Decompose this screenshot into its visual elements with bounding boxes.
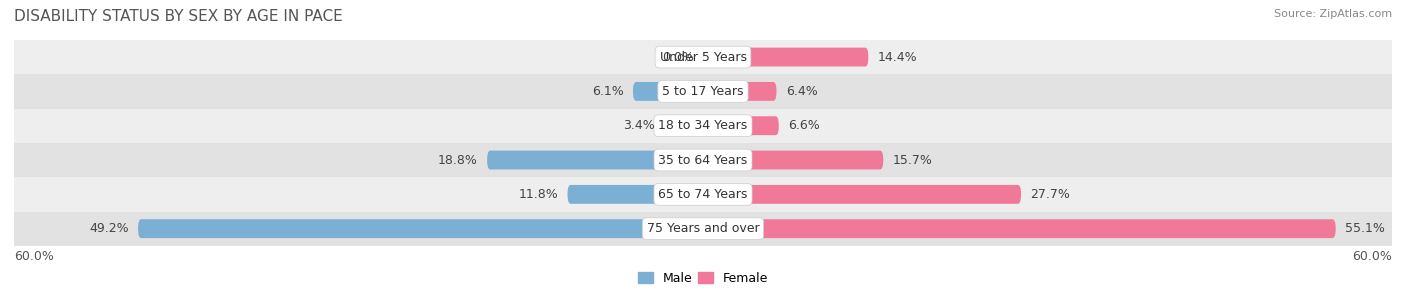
Text: 0.0%: 0.0% [662, 50, 693, 64]
FancyBboxPatch shape [703, 219, 1336, 238]
Text: 5 to 17 Years: 5 to 17 Years [662, 85, 744, 98]
Text: 55.1%: 55.1% [1346, 222, 1385, 235]
FancyBboxPatch shape [703, 48, 869, 67]
FancyBboxPatch shape [486, 150, 703, 170]
Text: Source: ZipAtlas.com: Source: ZipAtlas.com [1274, 9, 1392, 19]
Text: 27.7%: 27.7% [1031, 188, 1070, 201]
Bar [14, 143, 1392, 177]
Text: 18 to 34 Years: 18 to 34 Years [658, 119, 748, 132]
Text: 3.4%: 3.4% [623, 119, 655, 132]
Text: 11.8%: 11.8% [519, 188, 558, 201]
Text: 60.0%: 60.0% [14, 250, 53, 263]
FancyBboxPatch shape [633, 82, 703, 101]
FancyBboxPatch shape [568, 185, 703, 204]
Text: 35 to 64 Years: 35 to 64 Years [658, 154, 748, 167]
FancyBboxPatch shape [703, 116, 779, 135]
Text: 75 Years and over: 75 Years and over [647, 222, 759, 235]
Text: 18.8%: 18.8% [439, 154, 478, 167]
FancyBboxPatch shape [703, 185, 1021, 204]
FancyBboxPatch shape [138, 219, 703, 238]
FancyBboxPatch shape [703, 150, 883, 170]
Text: Under 5 Years: Under 5 Years [659, 50, 747, 64]
Text: 15.7%: 15.7% [893, 154, 932, 167]
Text: 6.1%: 6.1% [592, 85, 624, 98]
Text: 49.2%: 49.2% [89, 222, 129, 235]
Text: 65 to 74 Years: 65 to 74 Years [658, 188, 748, 201]
FancyBboxPatch shape [664, 116, 703, 135]
Text: 6.4%: 6.4% [786, 85, 817, 98]
FancyBboxPatch shape [703, 82, 776, 101]
Bar [14, 40, 1392, 74]
Bar [14, 212, 1392, 246]
Text: DISABILITY STATUS BY SEX BY AGE IN PACE: DISABILITY STATUS BY SEX BY AGE IN PACE [14, 9, 343, 24]
Text: 14.4%: 14.4% [877, 50, 917, 64]
Text: 60.0%: 60.0% [1353, 250, 1392, 263]
Bar [14, 109, 1392, 143]
Legend: Male, Female: Male, Female [633, 267, 773, 290]
Text: 6.6%: 6.6% [787, 119, 820, 132]
Bar [14, 74, 1392, 109]
Bar [14, 177, 1392, 212]
